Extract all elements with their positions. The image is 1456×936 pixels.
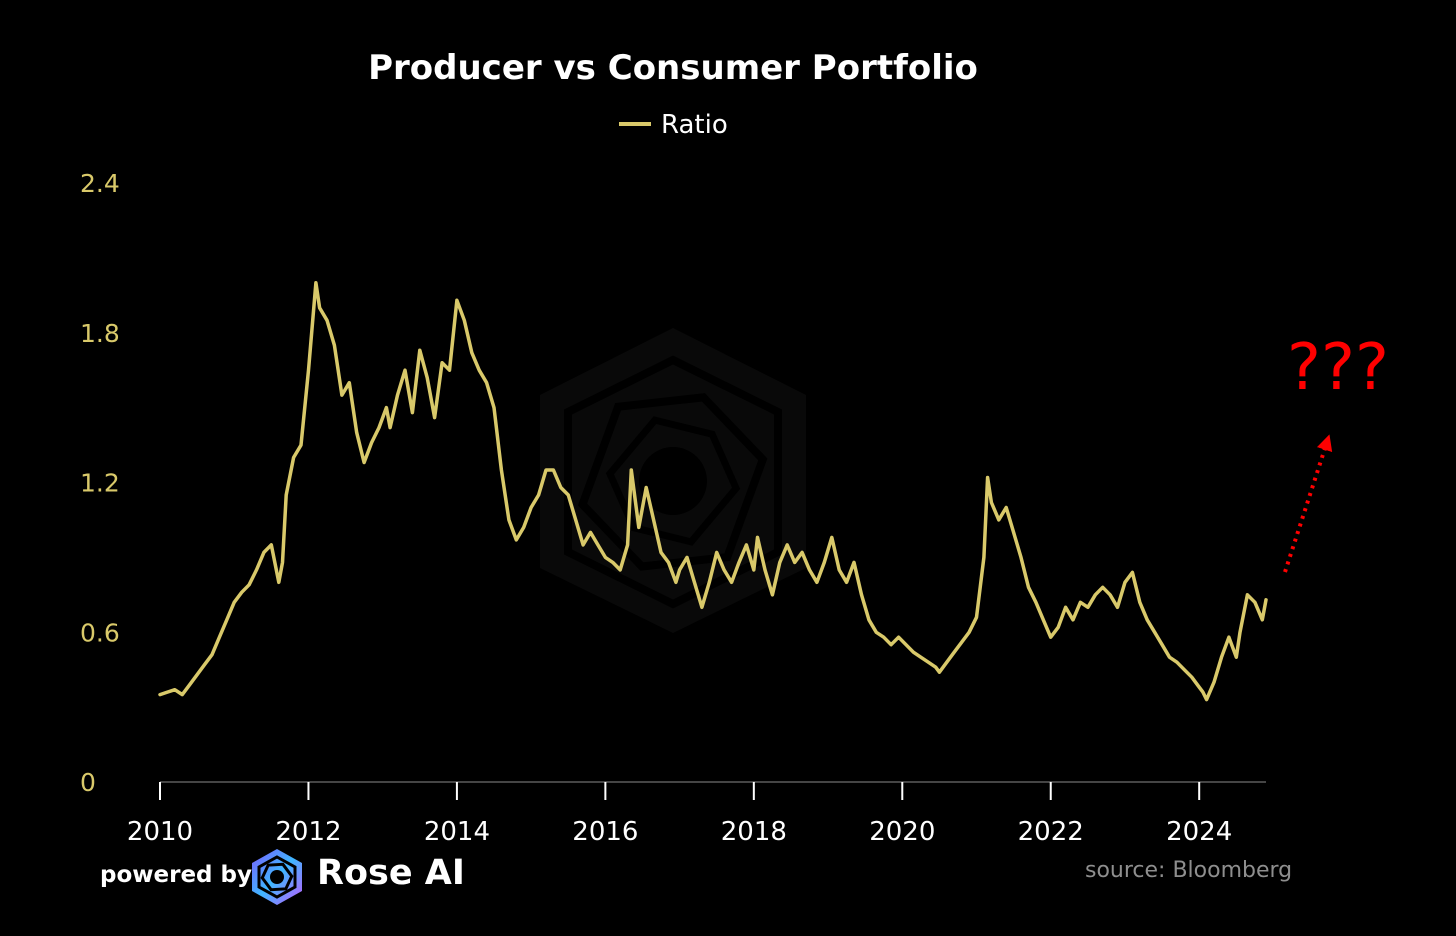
x-axis: 2010 2012 2014 2016 2018 2020 2022 2024 (127, 781, 1266, 847)
brand-name: Rose AI (317, 853, 465, 893)
annotation: ??? (1283, 331, 1389, 573)
y-tick-label: 1.8 (80, 319, 120, 348)
x-tick-label: 2012 (275, 817, 341, 847)
y-tick-label: 1.2 (80, 469, 120, 498)
y-axis: 0 0.6 1.2 1.8 2.4 (80, 169, 120, 797)
x-tick-label: 2018 (721, 817, 787, 847)
watermark-logo-icon (540, 328, 806, 633)
y-tick-label: 2.4 (80, 169, 120, 198)
x-tick-label: 2020 (869, 817, 935, 847)
chart-title: Producer vs Consumer Portfolio (368, 48, 978, 88)
x-tick-label: 2016 (572, 817, 638, 847)
legend: Ratio (619, 110, 728, 140)
y-tick-label: 0.6 (80, 618, 120, 647)
x-tick-label: 2024 (1166, 817, 1232, 847)
series-line-ratio (158, 281, 1268, 702)
rose-ai-logo-icon (252, 849, 302, 905)
annotation-arrow-icon (1283, 434, 1333, 573)
x-tick-label: 2022 (1018, 817, 1084, 847)
x-tick-label: 2014 (424, 817, 490, 847)
x-tick-label: 2010 (127, 817, 193, 847)
y-tick-label: 0 (80, 768, 96, 797)
source-text: source: Bloomberg (1085, 858, 1293, 883)
legend-label-ratio: Ratio (661, 110, 728, 140)
annotation-text: ??? (1287, 331, 1389, 405)
powered-by-text: powered by (100, 862, 252, 888)
